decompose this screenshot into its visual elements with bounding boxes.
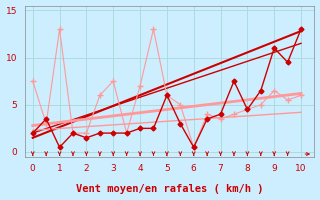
X-axis label: Vent moyen/en rafales ( km/h ): Vent moyen/en rafales ( km/h ) (76, 184, 263, 194)
